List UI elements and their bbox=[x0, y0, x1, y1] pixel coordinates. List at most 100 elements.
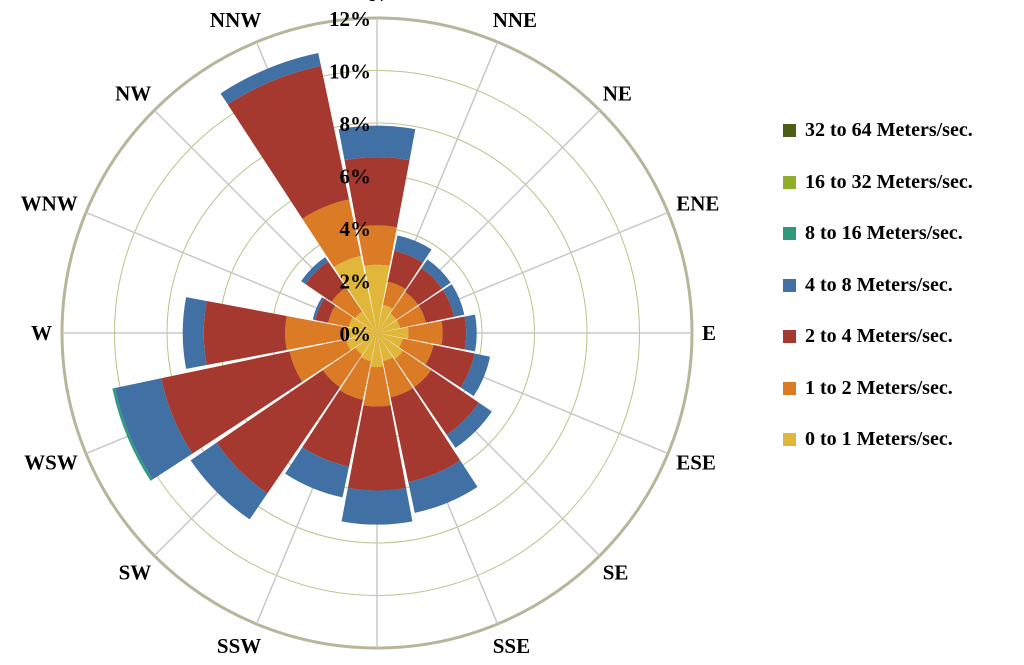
bar-ese-0-to-1-meters-sec bbox=[377, 333, 403, 348]
direction-label-sw: SW bbox=[119, 561, 152, 585]
legend-item-4-to-8-meters-sec: 4 to 8 Meters/sec. bbox=[783, 260, 973, 312]
bar-e-1-to-2-meters-sec bbox=[407, 320, 443, 346]
bar-ssw-4-to-8-meters-sec bbox=[285, 447, 349, 498]
bar-sse-4-to-8-meters-sec bbox=[408, 460, 478, 513]
bar-ese-1-to-2-meters-sec bbox=[398, 338, 434, 365]
bar-ene-4-to-8-meters-sec bbox=[442, 284, 465, 317]
bar-ssw-1-to-2-meters-sec bbox=[339, 357, 372, 400]
bar-w-4-to-8-meters-sec bbox=[182, 297, 207, 369]
legend-label: 2 to 4 Meters/sec. bbox=[805, 325, 953, 348]
bar-nne-4-to-8-meters-sec bbox=[394, 235, 432, 263]
bar-nne-1-to-2-meters-sec bbox=[382, 281, 406, 309]
direction-label-nne: NNE bbox=[493, 8, 537, 32]
wind-rose-chart: 0% 2% 4% 6% 8% 10% 12% N NNE NE ENE E ESE SE SSE S SSW S… bbox=[21, 0, 720, 665]
bar-nne-0-to-1-meters-sec bbox=[377, 304, 393, 333]
legend-item-8-to-16-meters-sec: 8 to 16 Meters/sec. bbox=[783, 208, 973, 260]
bar-wsw-4-to-8-meters-sec bbox=[114, 378, 193, 480]
legend-swatch bbox=[783, 330, 796, 344]
bar-wnw-2-to-4-meters-sec bbox=[315, 298, 336, 323]
legend-swatch bbox=[783, 175, 796, 189]
bar-ene-2-to-4-meters-sec bbox=[418, 289, 455, 323]
bar-e-4-to-8-meters-sec bbox=[464, 314, 477, 352]
legend-label: 16 to 32 Meters/sec. bbox=[805, 170, 973, 193]
bar-nnw-4-to-8-meters-sec bbox=[220, 52, 321, 105]
radial-tick-1: 2% bbox=[340, 270, 372, 294]
bar-se-4-to-8-meters-sec bbox=[446, 402, 492, 448]
direction-label-ene: ENE bbox=[676, 191, 719, 215]
legend-item-32-to-64-meters-sec: 32 to 64 Meters/sec. bbox=[783, 105, 973, 157]
legend-swatch bbox=[783, 381, 796, 395]
bar-ne-1-to-2-meters-sec bbox=[390, 291, 419, 320]
bar-ese-2-to-4-meters-sec bbox=[425, 344, 475, 388]
radial-tick-5: 10% bbox=[329, 60, 371, 84]
bar-ssw-2-to-4-meters-sec bbox=[302, 390, 363, 467]
bar-s-0-to-1-meters-sec bbox=[370, 333, 384, 368]
bar-sw-1-to-2-meters-sec bbox=[322, 347, 363, 388]
bar-nnw-0-to-1-meters-sec bbox=[333, 255, 377, 333]
bar-ene-1-to-2-meters-sec bbox=[396, 305, 426, 329]
legend-label: 0 to 1 Meters/sec. bbox=[805, 428, 953, 451]
radial-tick-3: 6% bbox=[340, 165, 372, 189]
legend: 32 to 64 Meters/sec. 16 to 32 Meters/sec.… bbox=[783, 105, 973, 466]
legend-label: 8 to 16 Meters/sec. bbox=[805, 222, 963, 245]
bar-sse-2-to-4-meters-sec bbox=[390, 387, 461, 483]
bar-s-2-to-4-meters-sec bbox=[347, 405, 407, 491]
direction-label-wsw: WSW bbox=[24, 451, 78, 475]
bar-se-1-to-2-meters-sec bbox=[394, 350, 432, 388]
radial-tick-0: 0% bbox=[340, 322, 372, 346]
bar-wnw-4-to-8-meters-sec bbox=[312, 297, 325, 321]
radial-tick-labels: 0% 2% 4% 6% 8% 10% 12% bbox=[329, 7, 371, 346]
bar-sw-2-to-4-meters-sec bbox=[216, 370, 340, 494]
radial-tick-6: 12% bbox=[329, 7, 371, 31]
legend-item-1-to-2-meters-sec: 1 to 2 Meters/sec. bbox=[783, 363, 973, 415]
bar-wnw-1-to-2-meters-sec bbox=[328, 305, 353, 328]
bar-nw-0-to-1-meters-sec bbox=[355, 311, 377, 333]
bar-ne-4-to-8-meters-sec bbox=[421, 259, 451, 289]
bar-ene-0-to-1-meters-sec bbox=[377, 320, 401, 333]
bar-nw-1-to-2-meters-sec bbox=[331, 287, 363, 319]
wind-bars bbox=[112, 52, 492, 525]
bar-n-1-to-2-meters-sec bbox=[357, 225, 397, 266]
direction-label-ne: NE bbox=[603, 81, 632, 105]
bar-wsw-2-to-4-meters-sec bbox=[161, 351, 303, 454]
legend-swatch bbox=[783, 278, 796, 292]
bar-e-2-to-4-meters-sec bbox=[441, 316, 467, 350]
bar-wsw-8-to-16-meters-sec bbox=[112, 387, 153, 481]
legend-swatch bbox=[783, 433, 796, 447]
direction-label-n: N bbox=[369, 0, 384, 6]
bar-wsw-0-to-1-meters-sec bbox=[346, 333, 377, 351]
legend-swatch bbox=[783, 124, 796, 138]
bar-n-0-to-1-meters-sec bbox=[364, 264, 390, 333]
direction-label-w: W bbox=[31, 321, 52, 345]
bar-ne-2-to-4-meters-sec bbox=[405, 267, 443, 305]
legend-item-16-to-32-meters-sec: 16 to 32 Meters/sec. bbox=[783, 157, 973, 209]
direction-label-ese: ESE bbox=[676, 451, 716, 475]
radial-tick-2: 4% bbox=[340, 217, 372, 241]
bar-sse-0-to-1-meters-sec bbox=[377, 333, 393, 362]
legend-label: 4 to 8 Meters/sec. bbox=[805, 273, 953, 296]
bar-n-2-to-4-meters-sec bbox=[344, 157, 410, 228]
direction-label-s: S bbox=[371, 660, 383, 665]
legend-label: 1 to 2 Meters/sec. bbox=[805, 376, 953, 399]
bar-sse-1-to-2-meters-sec bbox=[382, 357, 413, 398]
direction-label-nnw: NNW bbox=[210, 8, 261, 32]
direction-label-e: E bbox=[702, 321, 716, 345]
bar-ne-0-to-1-meters-sec bbox=[377, 313, 397, 333]
direction-label-wnw: WNW bbox=[21, 191, 78, 215]
bar-wnw-0-to-1-meters-sec bbox=[348, 317, 377, 333]
bar-w-2-to-4-meters-sec bbox=[203, 300, 287, 366]
direction-labels: N NNE NE ENE E ESE SE SSE S SSW SW WSW W WNW NW NNW bbox=[21, 0, 720, 665]
bar-sw-0-to-1-meters-sec bbox=[355, 333, 377, 355]
bar-wsw-1-to-2-meters-sec bbox=[289, 339, 351, 382]
bar-se-2-to-4-meters-sec bbox=[414, 370, 479, 435]
radial-tick-4: 8% bbox=[340, 112, 372, 136]
direction-label-nw: NW bbox=[115, 81, 151, 105]
bar-nw-4-to-8-meters-sec bbox=[301, 257, 329, 285]
bar-ese-4-to-8-meters-sec bbox=[460, 353, 491, 397]
bar-ssw-0-to-1-meters-sec bbox=[361, 333, 377, 362]
direction-label-ssw: SSW bbox=[217, 634, 261, 658]
bar-se-0-to-1-meters-sec bbox=[377, 333, 404, 360]
direction-label-se: SE bbox=[603, 561, 629, 585]
legend-item-0-to-1-meters-sec: 0 to 1 Meters/sec. bbox=[783, 414, 973, 466]
bar-n-4-to-8-meters-sec bbox=[338, 125, 416, 161]
